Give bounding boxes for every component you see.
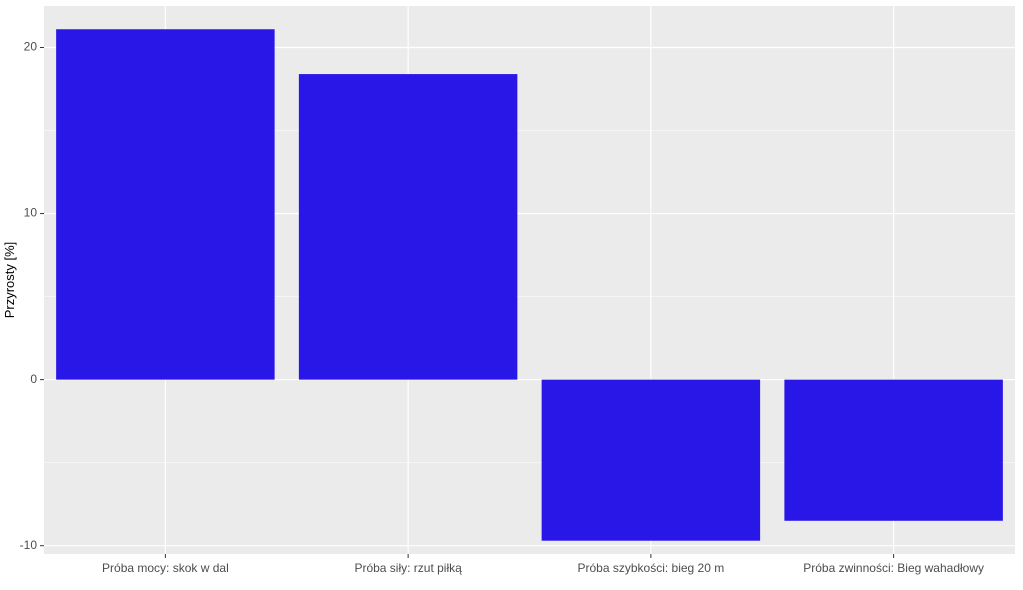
x-tick-label: Próba zwinności: Bieg wahadłowy xyxy=(803,561,984,575)
bar-chart: -10 0 10 20 Próba mocy: skok w dal Próba siły… xyxy=(0,0,1023,590)
y-tick-label: 10 xyxy=(24,206,38,220)
y-tick-label: 20 xyxy=(24,40,38,54)
bar xyxy=(299,74,517,380)
bar xyxy=(784,380,1002,521)
bar xyxy=(56,29,274,379)
x-tick-label: Próba mocy: skok w dal xyxy=(102,561,229,575)
x-tick-label: Próba szybkości: bieg 20 m xyxy=(578,561,725,575)
bar xyxy=(542,380,760,541)
y-tick-label: -10 xyxy=(20,538,38,552)
chart-svg: -10 0 10 20 Próba mocy: skok w dal Próba siły… xyxy=(0,0,1023,590)
y-tick-label: 0 xyxy=(30,372,37,386)
x-tick-label: Próba siły: rzut piłką xyxy=(354,561,462,575)
y-axis-title: Przyrosty [%] xyxy=(2,242,17,319)
